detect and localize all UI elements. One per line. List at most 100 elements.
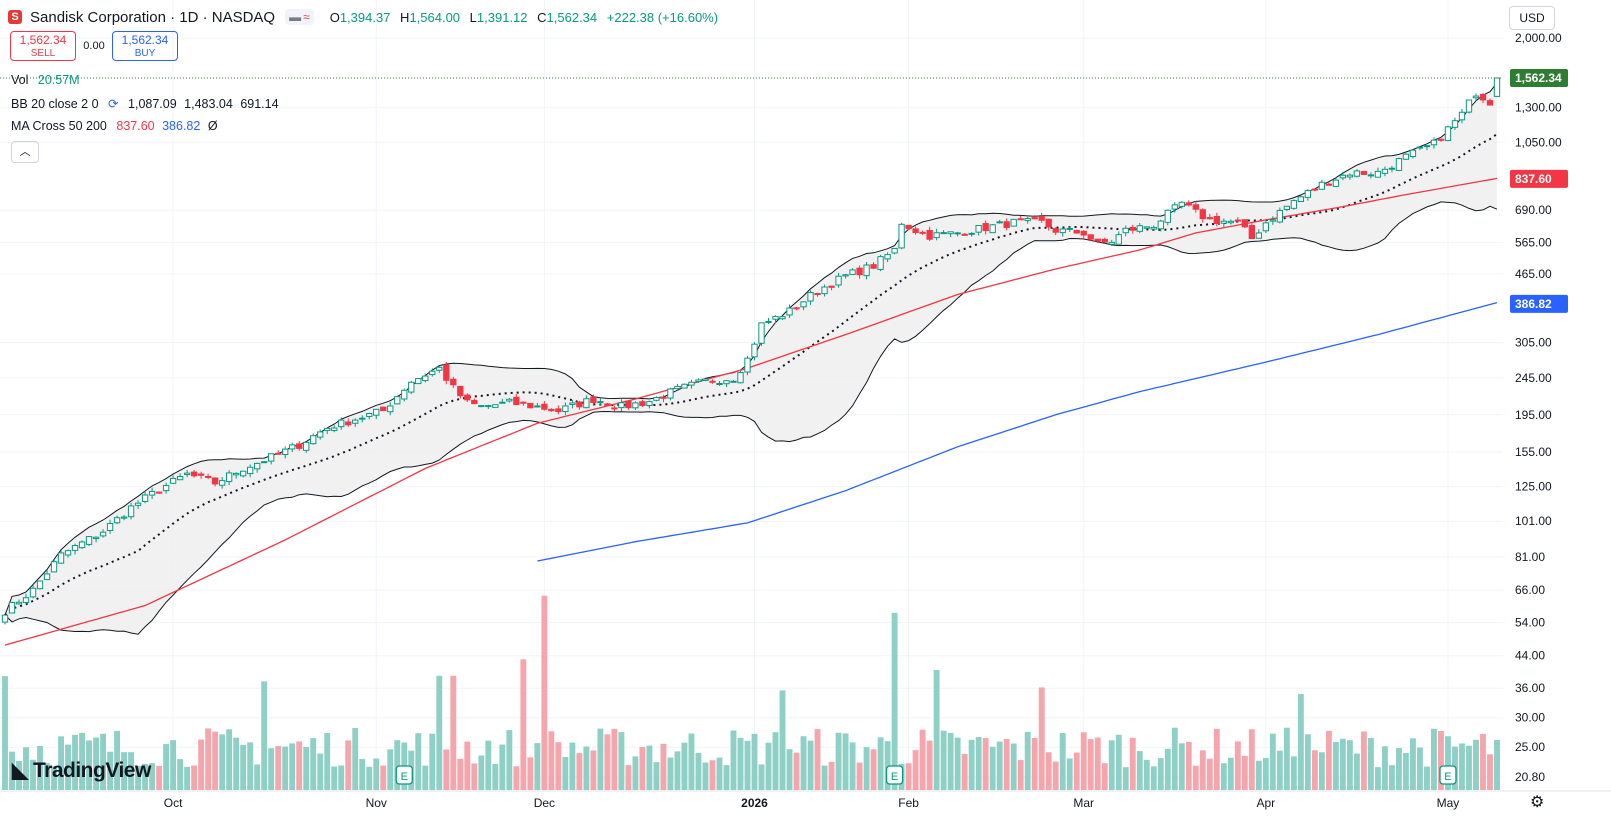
bb-upper-line	[4, 82, 1498, 616]
candle-body	[1262, 222, 1270, 232]
candle-body	[1136, 225, 1143, 232]
candle-body	[716, 383, 723, 386]
ma50-value: 837.60	[116, 119, 155, 133]
candle-body	[1332, 179, 1340, 187]
volume-bar	[1073, 752, 1080, 790]
volume-bar	[639, 747, 646, 790]
candle-body	[975, 225, 982, 233]
candle-body	[1304, 190, 1312, 198]
candle-body	[513, 396, 520, 406]
volume-bar	[65, 744, 71, 790]
volume-bar	[863, 747, 870, 790]
bb-legend[interactable]: BB 20 close 2 0 ⟳ 1,087.09 1,483.04 691.…	[11, 96, 279, 111]
ma-legend[interactable]: MA Cross 50 200 837.60 386.82 Ø	[11, 119, 218, 133]
candle-body	[282, 448, 289, 455]
volume-bar	[1255, 760, 1262, 790]
volume-bar	[828, 761, 835, 790]
volume-bar	[884, 741, 891, 790]
candle-body	[569, 402, 576, 405]
close-label: C	[537, 9, 547, 25]
earnings-marker	[1439, 765, 1457, 785]
candle-body	[239, 470, 247, 477]
ma200-value: 386.82	[162, 119, 201, 133]
volume-bar	[184, 766, 191, 790]
volume-bar	[331, 766, 338, 790]
candle-body	[29, 587, 37, 598]
volume-bar	[618, 732, 625, 790]
volume-bar	[23, 747, 29, 790]
volume-bar	[478, 755, 485, 790]
bb-basis: 1,087.09	[128, 97, 177, 111]
candle-body	[933, 232, 940, 239]
gear-icon[interactable]: ⚙	[1530, 794, 1545, 811]
volume-bar	[1122, 767, 1129, 790]
volume-bar	[121, 752, 128, 790]
volume-bar	[1038, 687, 1045, 790]
candle-body	[1472, 95, 1480, 99]
ma200-tag-label: 386.82	[1515, 297, 1552, 311]
volume-bar	[1059, 733, 1066, 790]
candle-body	[289, 444, 296, 450]
volume-bar	[996, 741, 1003, 790]
x-tick-label: Apr	[1257, 796, 1276, 810]
volume-bar	[1087, 739, 1094, 790]
candle-body	[982, 223, 989, 232]
volume-bar	[1101, 763, 1108, 790]
volume-bar	[464, 741, 471, 790]
bb-basis-line	[4, 133, 1498, 616]
sell-button[interactable]: 1,562.34 SELL	[10, 31, 76, 61]
volume-bar	[590, 750, 597, 790]
collapse-legend-button[interactable]: ︿	[11, 141, 39, 163]
candle-body	[1115, 234, 1122, 245]
volume-bar	[1150, 766, 1157, 790]
chart-compare-toggle[interactable]: ▬ ≈	[285, 9, 314, 25]
y-tick-label: 245.00	[1515, 371, 1552, 385]
candle-body	[1206, 217, 1213, 220]
volume-bar	[1234, 741, 1241, 790]
candle-body	[639, 401, 646, 407]
volume-bar	[177, 759, 184, 790]
volume-bar	[226, 729, 233, 790]
volume-bar	[1213, 728, 1220, 790]
candle-body	[443, 364, 450, 381]
volume-bar	[905, 763, 912, 790]
candle-body	[1346, 174, 1354, 178]
buy-button[interactable]: 1,562.34 BUY	[112, 31, 178, 61]
candle-body	[1486, 100, 1494, 106]
volume-bar	[338, 765, 345, 790]
spread-value: 0.00	[83, 40, 105, 52]
volume-name: Vol	[11, 73, 29, 87]
candle-body	[653, 397, 660, 401]
currency-selector[interactable]: USD	[1509, 6, 1555, 30]
last-price-tag	[1510, 68, 1568, 87]
candle-body	[1416, 146, 1424, 149]
candle-body	[359, 417, 366, 420]
volume-bar	[849, 742, 856, 790]
candle-body	[324, 427, 331, 431]
candle-body	[1073, 229, 1080, 234]
symbol-title[interactable]: Sandisk Corporation · 1D · NASDAQ	[30, 8, 276, 26]
candle-body	[1409, 149, 1417, 157]
y-tick-label: 81.00	[1515, 550, 1545, 564]
candle-body	[1458, 111, 1466, 121]
sell-price: 1,562.34	[19, 33, 67, 47]
volume-bar	[1199, 750, 1206, 790]
volume-bar	[653, 762, 660, 790]
buy-label: BUY	[134, 48, 156, 59]
volume-bar	[877, 737, 884, 790]
candle-body	[415, 378, 422, 385]
volume-bar	[1185, 741, 1192, 790]
volume-bar	[450, 675, 457, 790]
volume-legend[interactable]: Vol 20.57M	[11, 73, 80, 87]
volume-bar	[282, 746, 289, 790]
volume-bar	[72, 734, 78, 790]
candle-body	[127, 505, 135, 518]
candle-body	[50, 561, 58, 573]
candle-body	[254, 462, 261, 470]
candle-body	[849, 269, 856, 275]
volume-bar	[499, 744, 506, 790]
candle-body	[618, 402, 625, 409]
volume-bar	[1367, 737, 1374, 790]
volume-bar	[415, 733, 422, 790]
